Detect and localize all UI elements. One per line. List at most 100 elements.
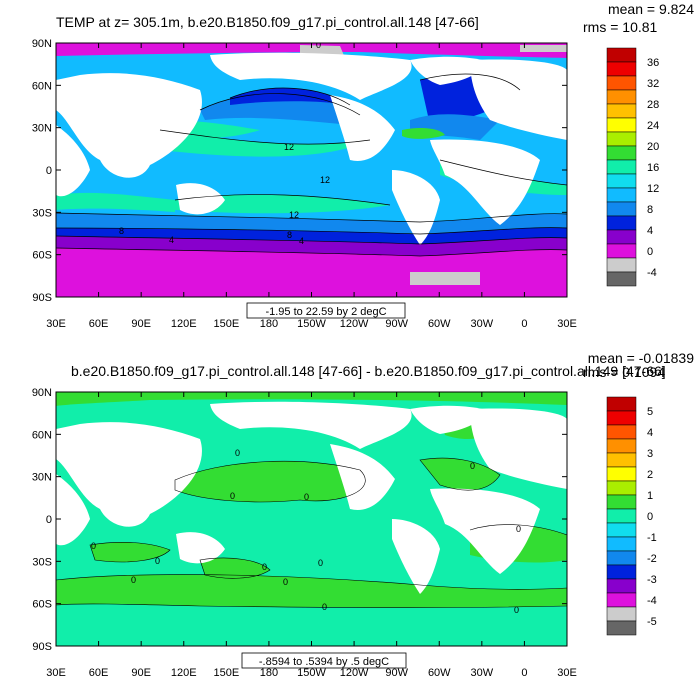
colorbar-swatch: [606, 187, 637, 203]
y-tick-label: 30N: [32, 472, 52, 484]
panel-2-title: b.e20.B1850.f09_g17.pi_control.all.148 […: [71, 363, 666, 379]
colorbar-swatch: [606, 159, 637, 175]
colorbar-swatch: [606, 396, 637, 412]
x-tick-label: 30E: [46, 318, 66, 330]
colorbar-swatch: [606, 61, 637, 77]
contour-label: 0: [316, 40, 321, 50]
x-tick-label: 60W: [428, 318, 451, 330]
x-tick-label: 180: [260, 318, 278, 330]
colorbar-swatch: [606, 424, 637, 440]
colorbar-label: 24: [647, 120, 659, 132]
colorbar-swatch: [606, 89, 637, 105]
contour-label: 0: [235, 448, 240, 458]
x-tick-label: 0: [521, 318, 527, 330]
x-tick-label: 30E: [557, 318, 577, 330]
colorbar-label: 5: [647, 406, 653, 418]
y-tick-label: 30S: [32, 207, 52, 219]
panel-1-colorbar: 36 32 28 24 20 16 12 8 4 0 -4: [606, 47, 659, 287]
panel-2-contour-labels: 0 0 0 0 0 0 0 0 0 0 0 0 0: [91, 448, 521, 615]
colorbar-label: 0: [647, 511, 653, 523]
contour-label: 0: [318, 558, 323, 568]
panel-1-map: 0 12 12 12 8 4 8 4: [56, 40, 567, 297]
colorbar-swatch: [606, 606, 637, 622]
colorbar-swatch: [606, 508, 637, 524]
contour-label: 8: [287, 230, 292, 240]
colorbar-label: -2: [647, 553, 657, 565]
colorbar-label: 8: [647, 204, 653, 216]
panel-1-range-box: [246, 302, 406, 319]
colorbar-swatch: [606, 201, 637, 217]
colorbar-swatch: [606, 271, 637, 287]
contour-label: 0: [155, 556, 160, 566]
x-tick-label: 120W: [340, 667, 369, 679]
contour-label: 0: [283, 577, 288, 587]
colorbar-swatch: [606, 75, 637, 91]
colorbar-label: 36: [647, 57, 659, 69]
panel-2-stat-mean: mean = -0.01839: [588, 350, 694, 366]
x-tick-label: 150W: [297, 318, 326, 330]
y-tick-label: 60N: [32, 80, 52, 92]
panel-1-stat-mean: mean = 9.824: [608, 1, 694, 17]
colorbar-swatch: [606, 480, 637, 496]
colorbar-label: 0: [647, 246, 653, 258]
colorbar-swatch: [606, 47, 637, 63]
colorbar-swatch: [606, 592, 637, 608]
panel-2: mean = -0.01839 b.e20.B1850.f09_g17.pi_c…: [32, 350, 694, 679]
x-tick-label: 120W: [340, 318, 369, 330]
colorbar-label: 20: [647, 141, 659, 153]
colorbar-label: 32: [647, 78, 659, 90]
x-tick-label: 90W: [385, 667, 408, 679]
panel-2-stat-rms: rms = 0.1094: [583, 364, 665, 380]
panel-1-contour-labels: 0 12 12 12 8 4 8 4: [119, 40, 330, 246]
colorbar-swatch: [606, 522, 637, 538]
panel-2-axes: 30E 60E 90E 120E 150E 180 150W 120W 90W 60W 30W 0 30…: [32, 387, 577, 679]
colorbar-label: -5: [647, 616, 657, 628]
x-tick-label: 120E: [171, 667, 197, 679]
panel-2-range-label: -.8594 to .5394 by .5 degC: [259, 656, 389, 668]
colorbar-swatch: [606, 466, 637, 482]
colorbar-label: 2: [647, 469, 653, 481]
x-tick-label: 30E: [46, 667, 66, 679]
colorbar-label: -4: [647, 267, 657, 279]
y-tick-label: 30N: [32, 123, 52, 135]
panel-1-axes: 30E 60E 90E 120E 150E 180 150W 120W 90W 60W 30W 0 30…: [32, 38, 577, 330]
colorbar-swatch: [606, 536, 637, 552]
colorbar-swatch: [606, 438, 637, 454]
contour-label: 0: [91, 541, 96, 551]
y-tick-label: 60S: [32, 599, 52, 611]
colorbar-swatch: [606, 117, 637, 133]
colorbar-swatch: [606, 257, 637, 273]
colorbar-swatch: [606, 229, 637, 245]
colorbar-label: 3: [647, 448, 653, 460]
contour-label: 12: [289, 210, 299, 220]
panel-1: TEMP at z= 305.1m, b.e20.B1850.f09_g17.p…: [32, 1, 694, 330]
contour-label: 12: [320, 175, 330, 185]
colorbar-swatch: [606, 620, 637, 636]
panel-1-title: TEMP at z= 305.1m, b.e20.B1850.f09_g17.p…: [56, 14, 479, 30]
contour-label: 0: [322, 602, 327, 612]
contour-label: 0: [230, 491, 235, 501]
colorbar-label: 16: [647, 162, 659, 174]
colorbar-label: 4: [647, 427, 653, 439]
colorbar-label: 1: [647, 490, 653, 502]
x-tick-label: 0: [521, 667, 527, 679]
y-tick-label: 0: [46, 165, 52, 177]
contour-label: 0: [514, 605, 519, 615]
y-tick-label: 90S: [32, 641, 52, 653]
colorbar-swatch: [606, 173, 637, 189]
panel-2-range-box: [241, 652, 407, 669]
x-tick-label: 150E: [213, 667, 239, 679]
contour-label: 0: [516, 524, 521, 534]
x-tick-label: 180: [260, 667, 278, 679]
colorbar-swatch: [606, 494, 637, 510]
colorbar-label: 28: [647, 99, 659, 111]
colorbar-swatch: [606, 410, 637, 426]
x-tick-label: 90W: [385, 318, 408, 330]
x-tick-label: 90E: [131, 318, 151, 330]
y-tick-label: 90S: [32, 292, 52, 304]
panel-2-map: 0 0 0 0 0 0 0 0 0 0 0 0 0: [56, 392, 567, 646]
colorbar-swatch: [606, 145, 637, 161]
x-tick-label: 60W: [428, 667, 451, 679]
colorbar-label: -4: [647, 595, 657, 607]
